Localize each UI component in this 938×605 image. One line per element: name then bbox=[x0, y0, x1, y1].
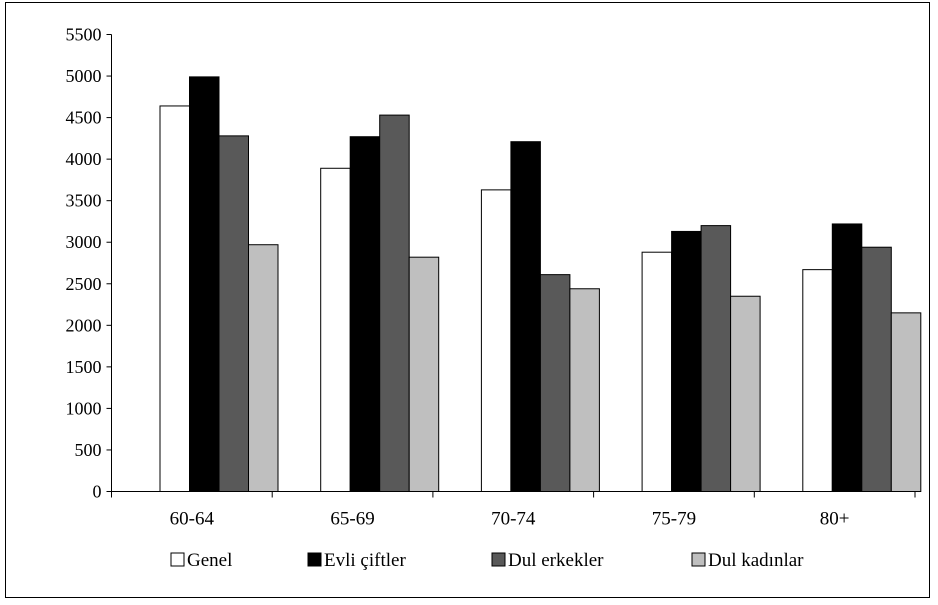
y-tick-label: 5500 bbox=[66, 25, 102, 45]
y-tick-label: 3000 bbox=[66, 232, 102, 252]
legend-label: Genel bbox=[187, 550, 232, 571]
legend-label: Dul kadınlar bbox=[708, 550, 804, 571]
y-tick-label: 2000 bbox=[66, 315, 102, 335]
bar bbox=[890, 312, 922, 493]
bar bbox=[379, 114, 410, 493]
legend-label: Evli çiftler bbox=[324, 550, 406, 571]
bar bbox=[802, 269, 833, 492]
y-tick-label: 4500 bbox=[66, 108, 102, 128]
bars bbox=[159, 76, 922, 493]
bar bbox=[641, 251, 673, 492]
bar bbox=[730, 295, 761, 492]
legend-swatch bbox=[691, 552, 706, 567]
y-tick-label: 3500 bbox=[66, 191, 102, 211]
x-tick-label: 70-74 bbox=[491, 509, 536, 530]
x-tick-label: 60-64 bbox=[170, 509, 215, 530]
bar bbox=[569, 288, 600, 492]
legend-label: Dul erkekler bbox=[508, 550, 604, 571]
x-tick-label: 75-79 bbox=[652, 509, 696, 530]
y-tick-label: 5000 bbox=[66, 66, 102, 86]
bar bbox=[218, 135, 249, 492]
legend: Genel Evli çiftler Dul erkekler Dul kadınla… bbox=[170, 550, 804, 571]
bar bbox=[539, 274, 571, 492]
bar bbox=[831, 223, 863, 492]
bar bbox=[349, 136, 381, 492]
x-tick-labels: 60-64 65-69 70-74 75-79 80+ bbox=[170, 509, 850, 530]
bar bbox=[861, 246, 892, 492]
y-tick-label: 0 bbox=[93, 482, 102, 502]
y-tick-labels: 0 500 1000 1500 2000 2500 3000 3500 4000 4500 5000… bbox=[66, 25, 102, 502]
bar bbox=[248, 244, 279, 492]
bar bbox=[510, 141, 541, 492]
bar bbox=[700, 225, 732, 492]
chart-frame: 0 500 1000 1500 2000 2500 3000 3500 4000 4500 5000… bbox=[5, 2, 930, 598]
bar bbox=[320, 167, 351, 492]
legend-swatch bbox=[170, 552, 185, 567]
y-tick-label: 2500 bbox=[66, 274, 102, 294]
y-tick-label: 1500 bbox=[66, 357, 102, 377]
legend-swatch bbox=[491, 552, 506, 567]
bar bbox=[159, 105, 190, 492]
bar bbox=[408, 256, 440, 492]
bar bbox=[480, 189, 512, 492]
legend-swatch bbox=[307, 552, 322, 567]
x-tick-label: 80+ bbox=[820, 509, 850, 530]
bar bbox=[671, 230, 702, 493]
y-tick-label: 4000 bbox=[66, 149, 102, 169]
y-tick-label: 1000 bbox=[66, 398, 102, 418]
bar-chart: 0 500 1000 1500 2000 2500 3000 3500 4000 4500 5000… bbox=[66, 25, 922, 571]
x-tick-label: 65-69 bbox=[330, 509, 374, 530]
bar bbox=[189, 76, 220, 492]
y-tick-label: 500 bbox=[75, 440, 102, 460]
